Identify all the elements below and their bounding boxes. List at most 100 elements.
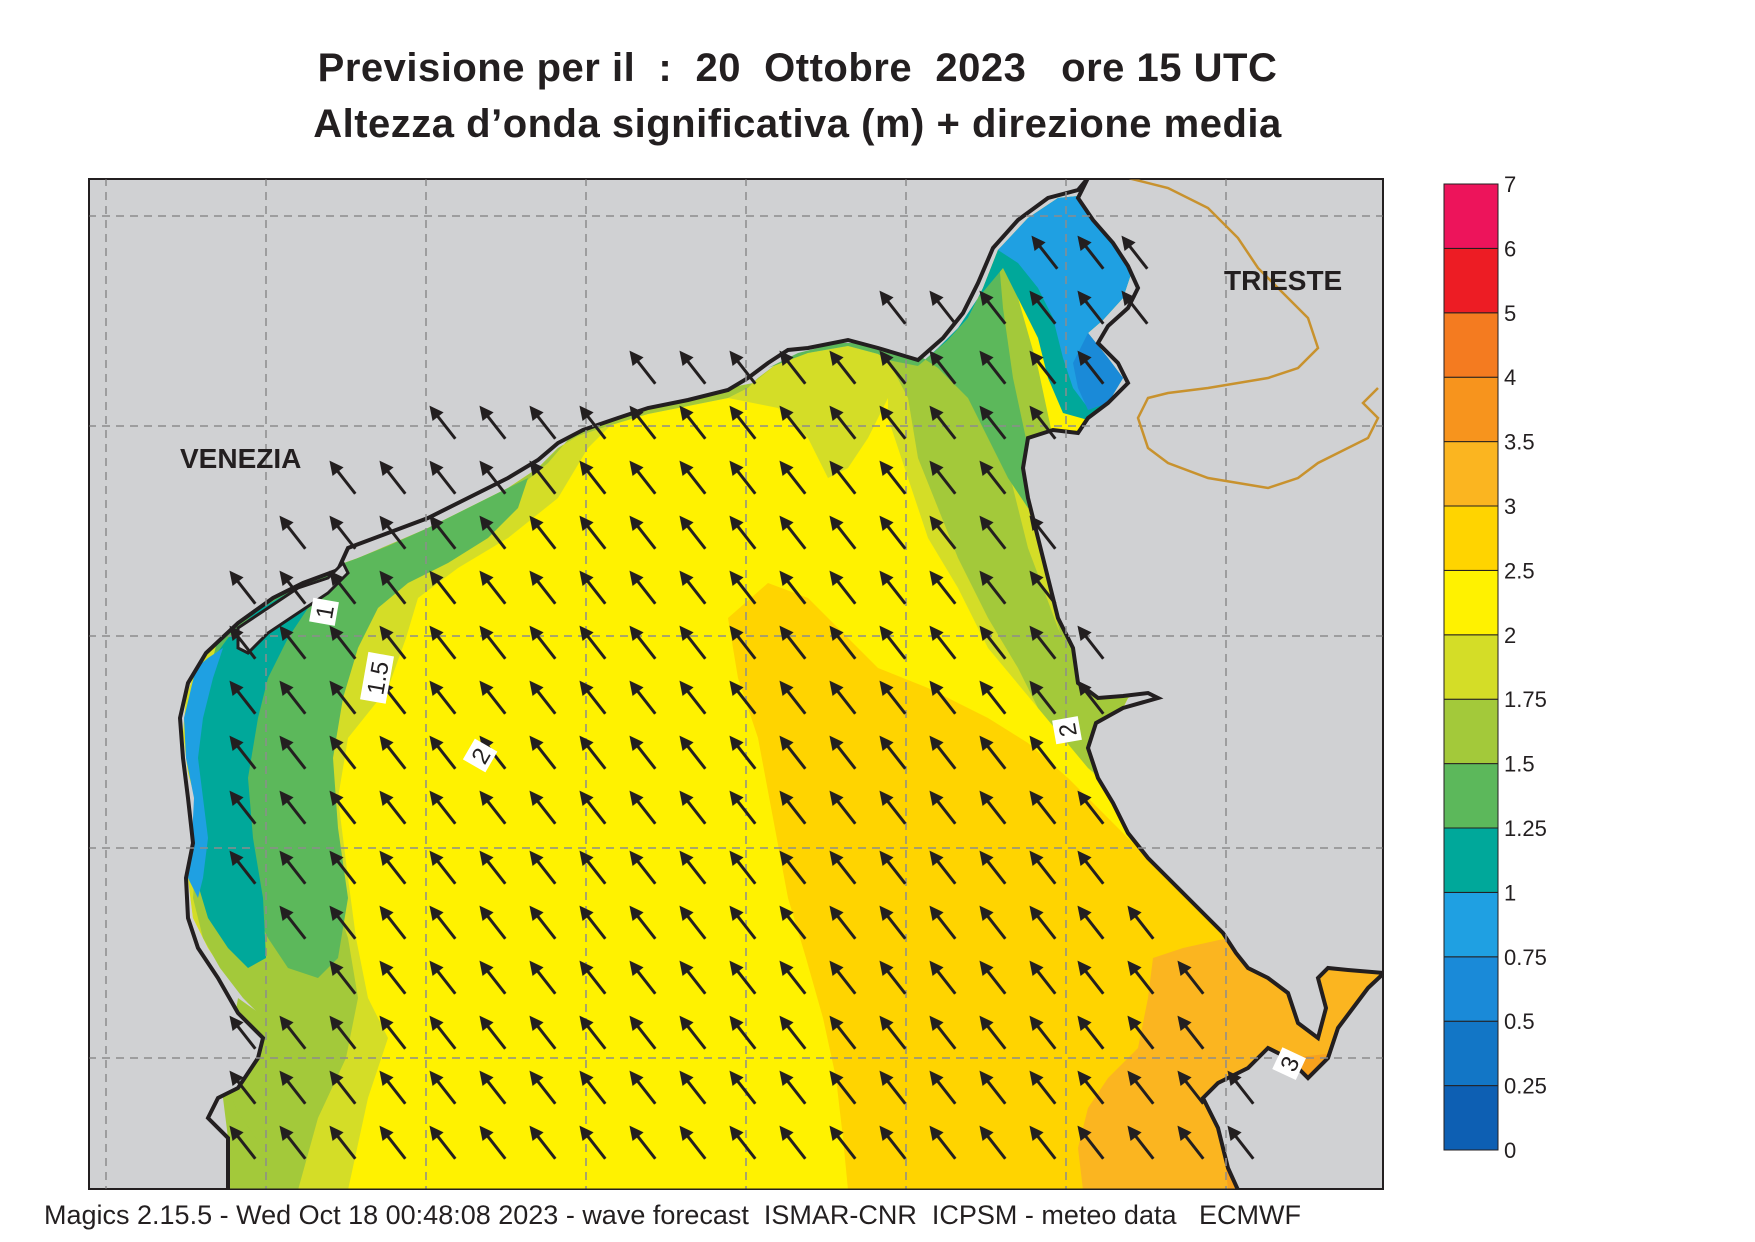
north-west-pointing-arrow	[779, 405, 807, 440]
north-west-pointing-arrow	[329, 625, 357, 660]
north-west-pointing-arrow	[329, 680, 357, 715]
north-west-pointing-arrow	[479, 1070, 507, 1105]
north-west-pointing-arrow	[479, 570, 507, 605]
north-west-pointing-arrow	[1077, 1015, 1105, 1050]
contour-label-1-text: 1	[311, 603, 340, 621]
north-west-pointing-arrow	[729, 905, 757, 940]
north-west-pointing-arrow	[729, 625, 757, 660]
north-west-pointing-arrow	[829, 905, 857, 940]
north-west-pointing-arrow	[779, 570, 807, 605]
north-west-pointing-arrow	[629, 350, 657, 385]
north-west-pointing-arrow	[579, 960, 607, 995]
north-west-pointing-arrow	[829, 350, 857, 385]
north-west-pointing-arrow	[829, 960, 857, 995]
north-west-pointing-arrow	[779, 905, 807, 940]
north-west-pointing-arrow	[979, 570, 1007, 605]
north-west-pointing-arrow	[929, 735, 957, 770]
north-west-pointing-arrow	[529, 1125, 557, 1160]
north-west-pointing-arrow	[279, 905, 307, 940]
north-west-pointing-arrow	[779, 515, 807, 550]
north-west-pointing-arrow	[829, 680, 857, 715]
north-west-pointing-arrow	[879, 460, 907, 495]
wave-band-1-25-1-5-north	[768, 250, 1043, 508]
north-west-pointing-arrow	[829, 1125, 857, 1160]
north-west-pointing-arrow	[879, 680, 907, 715]
north-west-pointing-arrow	[429, 790, 457, 825]
north-west-pointing-arrow	[429, 1015, 457, 1050]
north-west-pointing-arrow	[479, 960, 507, 995]
north-west-pointing-arrow	[979, 960, 1007, 995]
city-label-trieste: TRIESTE	[1224, 265, 1342, 296]
north-west-pointing-arrow	[1177, 1070, 1205, 1105]
north-west-pointing-arrow	[879, 625, 907, 660]
north-west-pointing-arrow	[279, 1015, 307, 1050]
north-west-pointing-arrow	[979, 1070, 1007, 1105]
north-west-pointing-arrow	[1127, 905, 1155, 940]
north-west-pointing-arrow	[879, 850, 907, 885]
north-west-pointing-arrow	[1077, 1070, 1105, 1105]
north-west-pointing-arrow	[679, 905, 707, 940]
north-west-pointing-arrow	[529, 460, 557, 495]
north-west-pointing-arrow	[1029, 850, 1057, 885]
north-west-pointing-arrow	[829, 570, 857, 605]
north-west-pointing-arrow	[979, 905, 1007, 940]
north-west-pointing-arrow	[379, 850, 407, 885]
legend-swatch	[1443, 827, 1499, 893]
north-west-pointing-arrow	[529, 570, 557, 605]
north-west-pointing-arrow	[1029, 905, 1057, 940]
north-west-pointing-arrow	[1031, 235, 1059, 270]
color-scale-legend: 0 0.25 0.5 0.75 1 1.25 1.5 1.75 2 2.5 3 3.5 4 5 6 7	[1443, 172, 1547, 1162]
north-west-pointing-arrow	[229, 625, 257, 660]
north-west-pointing-arrow	[429, 1125, 457, 1160]
north-west-pointing-arrow	[1077, 960, 1105, 995]
north-west-pointing-arrow	[1077, 625, 1105, 660]
north-west-pointing-arrow	[629, 570, 657, 605]
north-west-pointing-arrow	[1029, 1070, 1057, 1105]
north-west-pointing-arrow	[929, 570, 957, 605]
north-west-pointing-arrow	[1077, 1125, 1105, 1160]
north-west-pointing-arrow	[429, 960, 457, 995]
north-west-pointing-arrow	[629, 460, 657, 495]
north-west-pointing-arrow	[1177, 1015, 1205, 1050]
north-west-pointing-arrow	[879, 905, 907, 940]
north-west-pointing-arrow	[979, 790, 1007, 825]
north-west-pointing-arrow	[1227, 1125, 1255, 1160]
legend-tick-label: 3.5	[1504, 430, 1535, 455]
north-west-pointing-arrow	[579, 405, 607, 440]
north-west-pointing-arrow	[429, 680, 457, 715]
contour-label-1-5: 1.5	[360, 651, 395, 704]
north-west-pointing-arrow	[979, 460, 1007, 495]
north-west-pointing-arrow	[779, 960, 807, 995]
north-west-pointing-arrow	[929, 350, 957, 385]
north-west-pointing-arrow	[279, 680, 307, 715]
north-west-pointing-arrow	[729, 350, 757, 385]
legend-swatch	[1443, 183, 1499, 249]
legend-swatch	[1443, 698, 1499, 765]
north-west-pointing-arrow	[329, 1070, 357, 1105]
legend-tick-label: 7	[1504, 172, 1516, 197]
contour-label-1-5-text: 1.5	[362, 659, 394, 697]
north-west-pointing-arrow	[879, 515, 907, 550]
trieste-gulf-land	[1020, 178, 1384, 1042]
north-west-pointing-arrow	[629, 625, 657, 660]
north-west-pointing-arrow	[279, 735, 307, 770]
north-west-pointing-arrow	[379, 515, 407, 550]
legend-tick-label: 4	[1504, 365, 1516, 390]
north-west-pointing-arrow	[579, 570, 607, 605]
north-west-pointing-arrow	[279, 1125, 307, 1160]
north-west-pointing-arrow	[779, 350, 807, 385]
north-west-pointing-arrow	[379, 960, 407, 995]
north-west-pointing-arrow	[479, 790, 507, 825]
legend-tick-label: 6	[1504, 236, 1516, 261]
legend-tick-label: 1.75	[1504, 687, 1547, 712]
wave-band-0-5-0-75-north	[1073, 333, 1123, 410]
legend-tick-label: 2	[1504, 623, 1516, 648]
north-west-pointing-arrow	[1029, 290, 1057, 325]
north-west-pointing-arrow	[829, 850, 857, 885]
legend-swatch	[1443, 376, 1499, 443]
north-west-pointing-arrow	[429, 460, 457, 495]
contour-label-3: 3	[1272, 1047, 1306, 1080]
north-west-pointing-arrow	[879, 1070, 907, 1105]
north-west-pointing-arrow	[679, 680, 707, 715]
north-west-pointing-arrow	[729, 1125, 757, 1160]
